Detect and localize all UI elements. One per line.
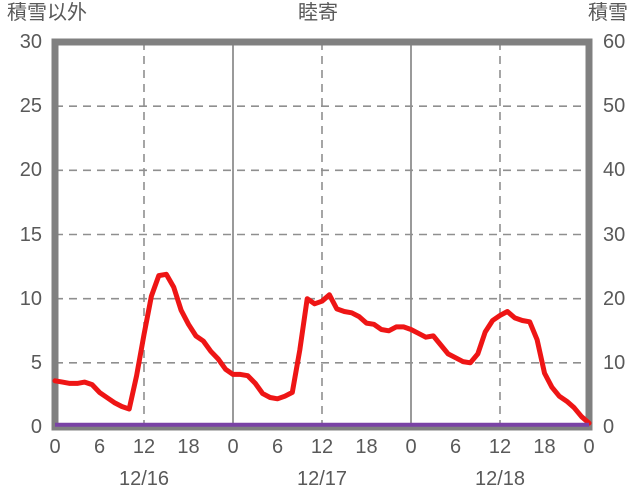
date-label: 12/18 [474, 468, 526, 490]
tick-label: 10 [19, 287, 42, 310]
tick-label: 50 [603, 95, 626, 118]
right-axis-title: 積雪 [588, 2, 628, 24]
tick-label: 40 [603, 159, 626, 182]
chart-title: 睦寄 [298, 2, 338, 24]
tick-label: 12 [488, 436, 512, 458]
tick-label: 0 [30, 416, 42, 438]
tick-label: 20 [603, 287, 626, 310]
series-line-積雪以外 [52, 271, 592, 426]
tick-label: 6 [271, 436, 284, 458]
tick-label: 6 [93, 436, 106, 458]
tick-label: 12 [310, 436, 334, 458]
tick-label: 30 [603, 223, 626, 246]
tick-label: 20 [19, 159, 42, 182]
tick-label: 0 [583, 436, 595, 458]
tick-label: 0 [49, 436, 61, 458]
tick-label: 18 [177, 436, 200, 458]
date-label: 12/16 [118, 468, 170, 490]
left-axis-title: 積雪以外 [7, 2, 87, 24]
tick-label: 0 [603, 416, 615, 438]
tick-label: 18 [533, 436, 556, 458]
tick-label: 18 [355, 436, 378, 458]
date-label: 12/17 [296, 468, 348, 490]
tick-label: 25 [19, 95, 42, 118]
tick-label: 15 [19, 223, 42, 246]
tick-label: 10 [603, 351, 626, 374]
tick-label: 0 [227, 436, 239, 458]
tick-label: 0 [405, 436, 417, 458]
tick-label: 6 [449, 436, 462, 458]
tick-label: 30 [19, 31, 42, 53]
tick-label: 60 [603, 31, 626, 53]
tick-label: 5 [30, 351, 42, 374]
tick-label: 12 [132, 436, 156, 458]
plot-border [51, 38, 593, 431]
